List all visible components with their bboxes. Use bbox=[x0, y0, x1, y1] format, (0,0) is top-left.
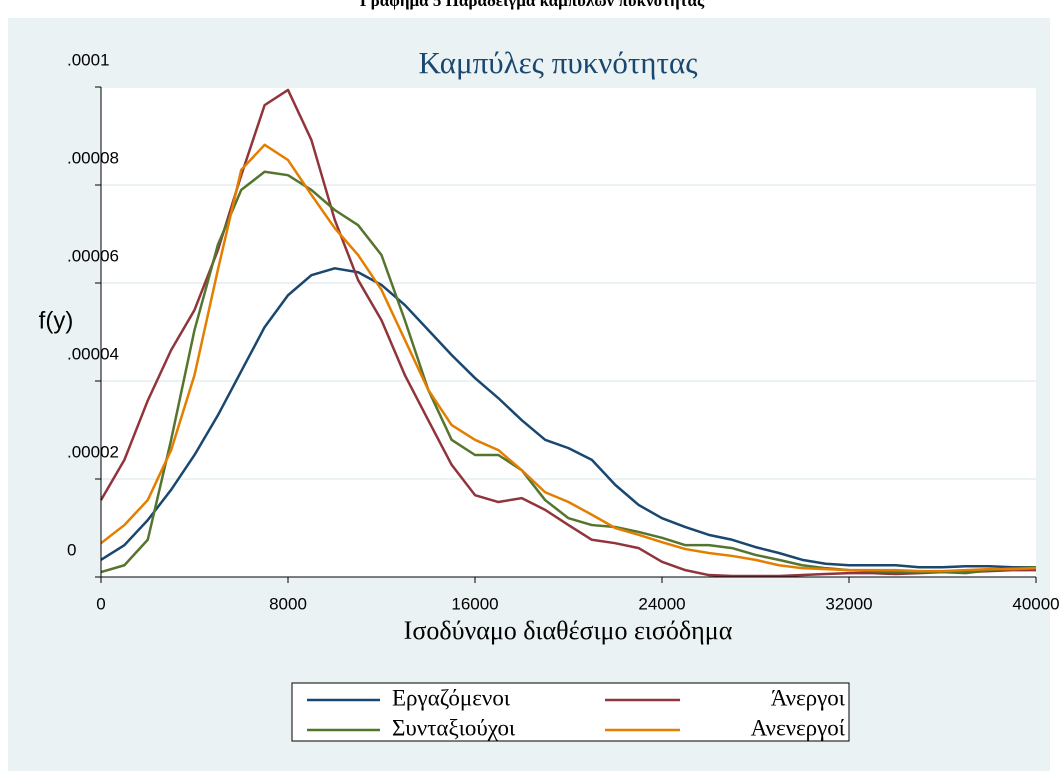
line-series bbox=[99, 88, 1036, 578]
y-tick-label: .00002 bbox=[67, 442, 119, 461]
y-tick-label: 0 bbox=[67, 540, 76, 559]
x-tick-label: 8000 bbox=[269, 594, 307, 613]
x-tick-label: 24000 bbox=[638, 594, 685, 613]
line-series bbox=[100, 170, 1037, 575]
line-series bbox=[100, 267, 1036, 569]
plot-region bbox=[101, 87, 1036, 577]
legend-label: Άνεργοι bbox=[771, 685, 846, 710]
x-tick-label: 16000 bbox=[451, 594, 498, 613]
y-tick-label: .00006 bbox=[67, 246, 119, 265]
legend-label: Συνταξιούχοι bbox=[392, 715, 516, 740]
x-axis-title: Ισοδύναμο διαθέσιμο εισόδημα bbox=[404, 616, 733, 645]
y-tick-label: .00004 bbox=[67, 344, 119, 363]
y-axis-title: f(y) bbox=[39, 307, 74, 334]
y-tick-label: .00008 bbox=[67, 148, 119, 167]
caption: Γράφημα 5 Παράδειγμα καμπυλών πυκνότητας bbox=[360, 0, 705, 10]
legend-label: Ανενεργοί bbox=[751, 715, 846, 740]
legend bbox=[291, 682, 850, 742]
y-tick-label: .0001 bbox=[67, 50, 110, 69]
x-tick-label: 0 bbox=[96, 594, 105, 613]
chart-title: Καμπύλες πυκνότητας bbox=[419, 45, 698, 80]
legend-label: Εργαζόμενοι bbox=[392, 685, 511, 710]
x-tick-label: 32000 bbox=[825, 594, 872, 613]
x-tick-label: 40000 bbox=[1012, 594, 1059, 613]
line-series bbox=[100, 143, 1037, 573]
